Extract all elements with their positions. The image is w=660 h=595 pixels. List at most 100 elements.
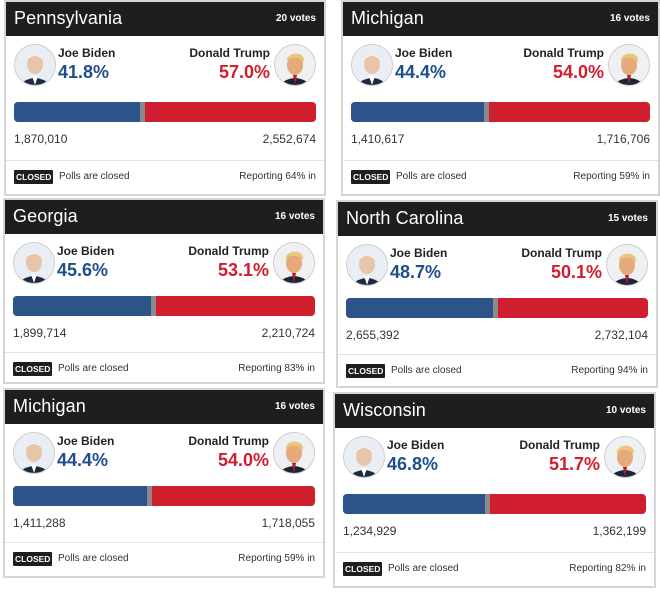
biden-share-fill xyxy=(346,298,495,318)
biden-percent: 48.7% xyxy=(390,262,442,282)
bar-separator xyxy=(151,296,156,316)
trump-percent: 57.0% xyxy=(218,62,270,82)
card-divider xyxy=(335,552,654,553)
electoral-votes: 16 votes xyxy=(274,401,315,412)
card-header: Georgia 16 votes xyxy=(5,200,323,234)
biden-percent: 46.8% xyxy=(387,454,439,474)
biden-avatar-icon xyxy=(346,244,388,286)
trump-percent: 50.1% xyxy=(550,262,602,282)
biden-vote-count: 1,870,010 xyxy=(14,132,68,146)
candidates-row: Joe Biden 48.7% Donald Trump 50.1% xyxy=(338,240,656,292)
closed-badge: CLOSED xyxy=(13,552,53,566)
biden-vote-count: 1,411,288 xyxy=(13,516,66,530)
state-name: Wisconsin xyxy=(343,400,426,420)
state-card-michigan-2[interactable]: Michigan 16 votes Joe Biden 44.4% Donald Tru… xyxy=(3,388,325,578)
bar-separator xyxy=(140,102,145,122)
card-header: Pennsylvania 20 votes xyxy=(6,2,324,36)
electoral-votes: 15 votes xyxy=(607,213,648,224)
trump-name: Donald Trump xyxy=(519,438,600,452)
candidates-row: Joe Biden 46.8% Donald Trump 51.7% xyxy=(335,432,654,484)
reporting-status: Reporting 59% in xyxy=(573,171,650,182)
card-footer: CLOSED Polls are closed Reporting 83% in xyxy=(13,362,315,378)
state-card-wisconsin[interactable]: Wisconsin 10 votes Joe Biden 46.8% Donald Tr… xyxy=(333,392,656,588)
vote-counts: 2,655,392 2,732,104 xyxy=(346,328,648,344)
trump-vote-count: 1,716,706 xyxy=(596,132,650,146)
state-name: Georgia xyxy=(13,206,78,226)
card-header: North Carolina 15 votes xyxy=(338,202,656,236)
biden-avatar-icon xyxy=(14,44,56,86)
trump-vote-count: 2,210,724 xyxy=(261,326,315,340)
biden-name: Joe Biden xyxy=(57,244,115,258)
reporting-status: Reporting 59% in xyxy=(238,553,315,564)
state-card-pennsylvania[interactable]: Pennsylvania 20 votes Joe Biden 41.8% Donald… xyxy=(4,0,326,196)
polls-status: Polls are closed xyxy=(58,553,129,564)
vote-share-bar xyxy=(13,486,315,506)
bar-separator xyxy=(493,298,498,318)
vote-share-bar xyxy=(351,102,650,122)
card-divider xyxy=(5,542,323,543)
card-divider xyxy=(6,160,324,161)
card-divider xyxy=(338,354,656,355)
biden-vote-count: 1,899,714 xyxy=(13,326,67,340)
state-card-georgia[interactable]: Georgia 16 votes Joe Biden 45.6% Donald Trum… xyxy=(3,198,325,384)
biden-share-fill xyxy=(13,486,149,506)
polls-status: Polls are closed xyxy=(391,365,462,376)
biden-share-fill xyxy=(343,494,487,514)
trump-avatar-icon xyxy=(274,44,316,86)
biden-name: Joe Biden xyxy=(390,246,448,260)
polls-status: Polls are closed xyxy=(59,171,130,182)
vote-counts: 1,411,288 1,718,055 xyxy=(13,516,315,532)
bar-separator xyxy=(484,102,489,122)
biden-vote-count: 2,655,392 xyxy=(346,328,400,342)
card-divider xyxy=(343,160,658,161)
trump-avatar-icon xyxy=(604,436,646,478)
trump-vote-count: 2,732,104 xyxy=(594,328,648,342)
trump-name: Donald Trump xyxy=(188,244,269,258)
biden-share-fill xyxy=(14,102,142,122)
vote-share-bar xyxy=(14,102,316,122)
state-card-michigan[interactable]: Michigan 16 votes Joe Biden 44.4% Donald Tru… xyxy=(341,0,660,196)
trump-percent: 54.0% xyxy=(552,62,604,82)
state-name: Pennsylvania xyxy=(14,8,123,28)
vote-counts: 1,899,714 2,210,724 xyxy=(13,326,315,342)
vote-counts: 1,234,929 1,362,199 xyxy=(343,524,646,540)
trump-name: Donald Trump xyxy=(521,246,602,260)
biden-share-fill xyxy=(351,102,486,122)
trump-avatar-icon xyxy=(273,432,315,474)
closed-badge: CLOSED xyxy=(14,170,54,184)
reporting-status: Reporting 64% in xyxy=(239,171,316,182)
card-footer: CLOSED Polls are closed Reporting 82% in xyxy=(343,562,646,578)
state-card-north-carolina[interactable]: North Carolina 15 votes Joe Biden 48.7% Dona… xyxy=(336,200,658,388)
reporting-status: Reporting 82% in xyxy=(569,563,646,574)
trump-percent: 53.1% xyxy=(217,260,269,280)
polls-status: Polls are closed xyxy=(388,563,459,574)
vote-counts: 1,870,010 2,552,674 xyxy=(14,132,316,148)
candidates-row: Joe Biden 41.8% Donald Trump 57.0% xyxy=(6,40,324,92)
biden-vote-count: 1,410,617 xyxy=(351,132,405,146)
closed-badge: CLOSED xyxy=(13,362,53,376)
card-footer: CLOSED Polls are closed Reporting 59% in xyxy=(351,170,650,186)
trump-percent: 51.7% xyxy=(548,454,600,474)
candidates-row: Joe Biden 44.4% Donald Trump 54.0% xyxy=(343,40,658,92)
trump-avatar-icon xyxy=(608,44,650,86)
reporting-status: Reporting 94% in xyxy=(571,365,648,376)
biden-name: Joe Biden xyxy=(387,438,445,452)
biden-name: Joe Biden xyxy=(58,46,116,60)
trump-name: Donald Trump xyxy=(523,46,604,60)
electoral-votes: 20 votes xyxy=(275,13,316,24)
electoral-votes: 16 votes xyxy=(609,13,650,24)
polls-status: Polls are closed xyxy=(396,171,467,182)
trump-avatar-icon xyxy=(606,244,648,286)
trump-name: Donald Trump xyxy=(188,434,269,448)
biden-avatar-icon xyxy=(13,242,55,284)
biden-percent: 41.8% xyxy=(58,62,110,82)
bar-separator xyxy=(147,486,152,506)
electoral-votes: 10 votes xyxy=(605,405,646,416)
candidates-row: Joe Biden 45.6% Donald Trump 53.1% xyxy=(5,238,323,290)
vote-share-bar xyxy=(346,298,648,318)
closed-badge: CLOSED xyxy=(346,364,386,378)
trump-percent: 54.0% xyxy=(217,450,269,470)
vote-counts: 1,410,617 1,716,706 xyxy=(351,132,650,148)
trump-vote-count: 2,552,674 xyxy=(262,132,316,146)
biden-avatar-icon xyxy=(13,432,55,474)
